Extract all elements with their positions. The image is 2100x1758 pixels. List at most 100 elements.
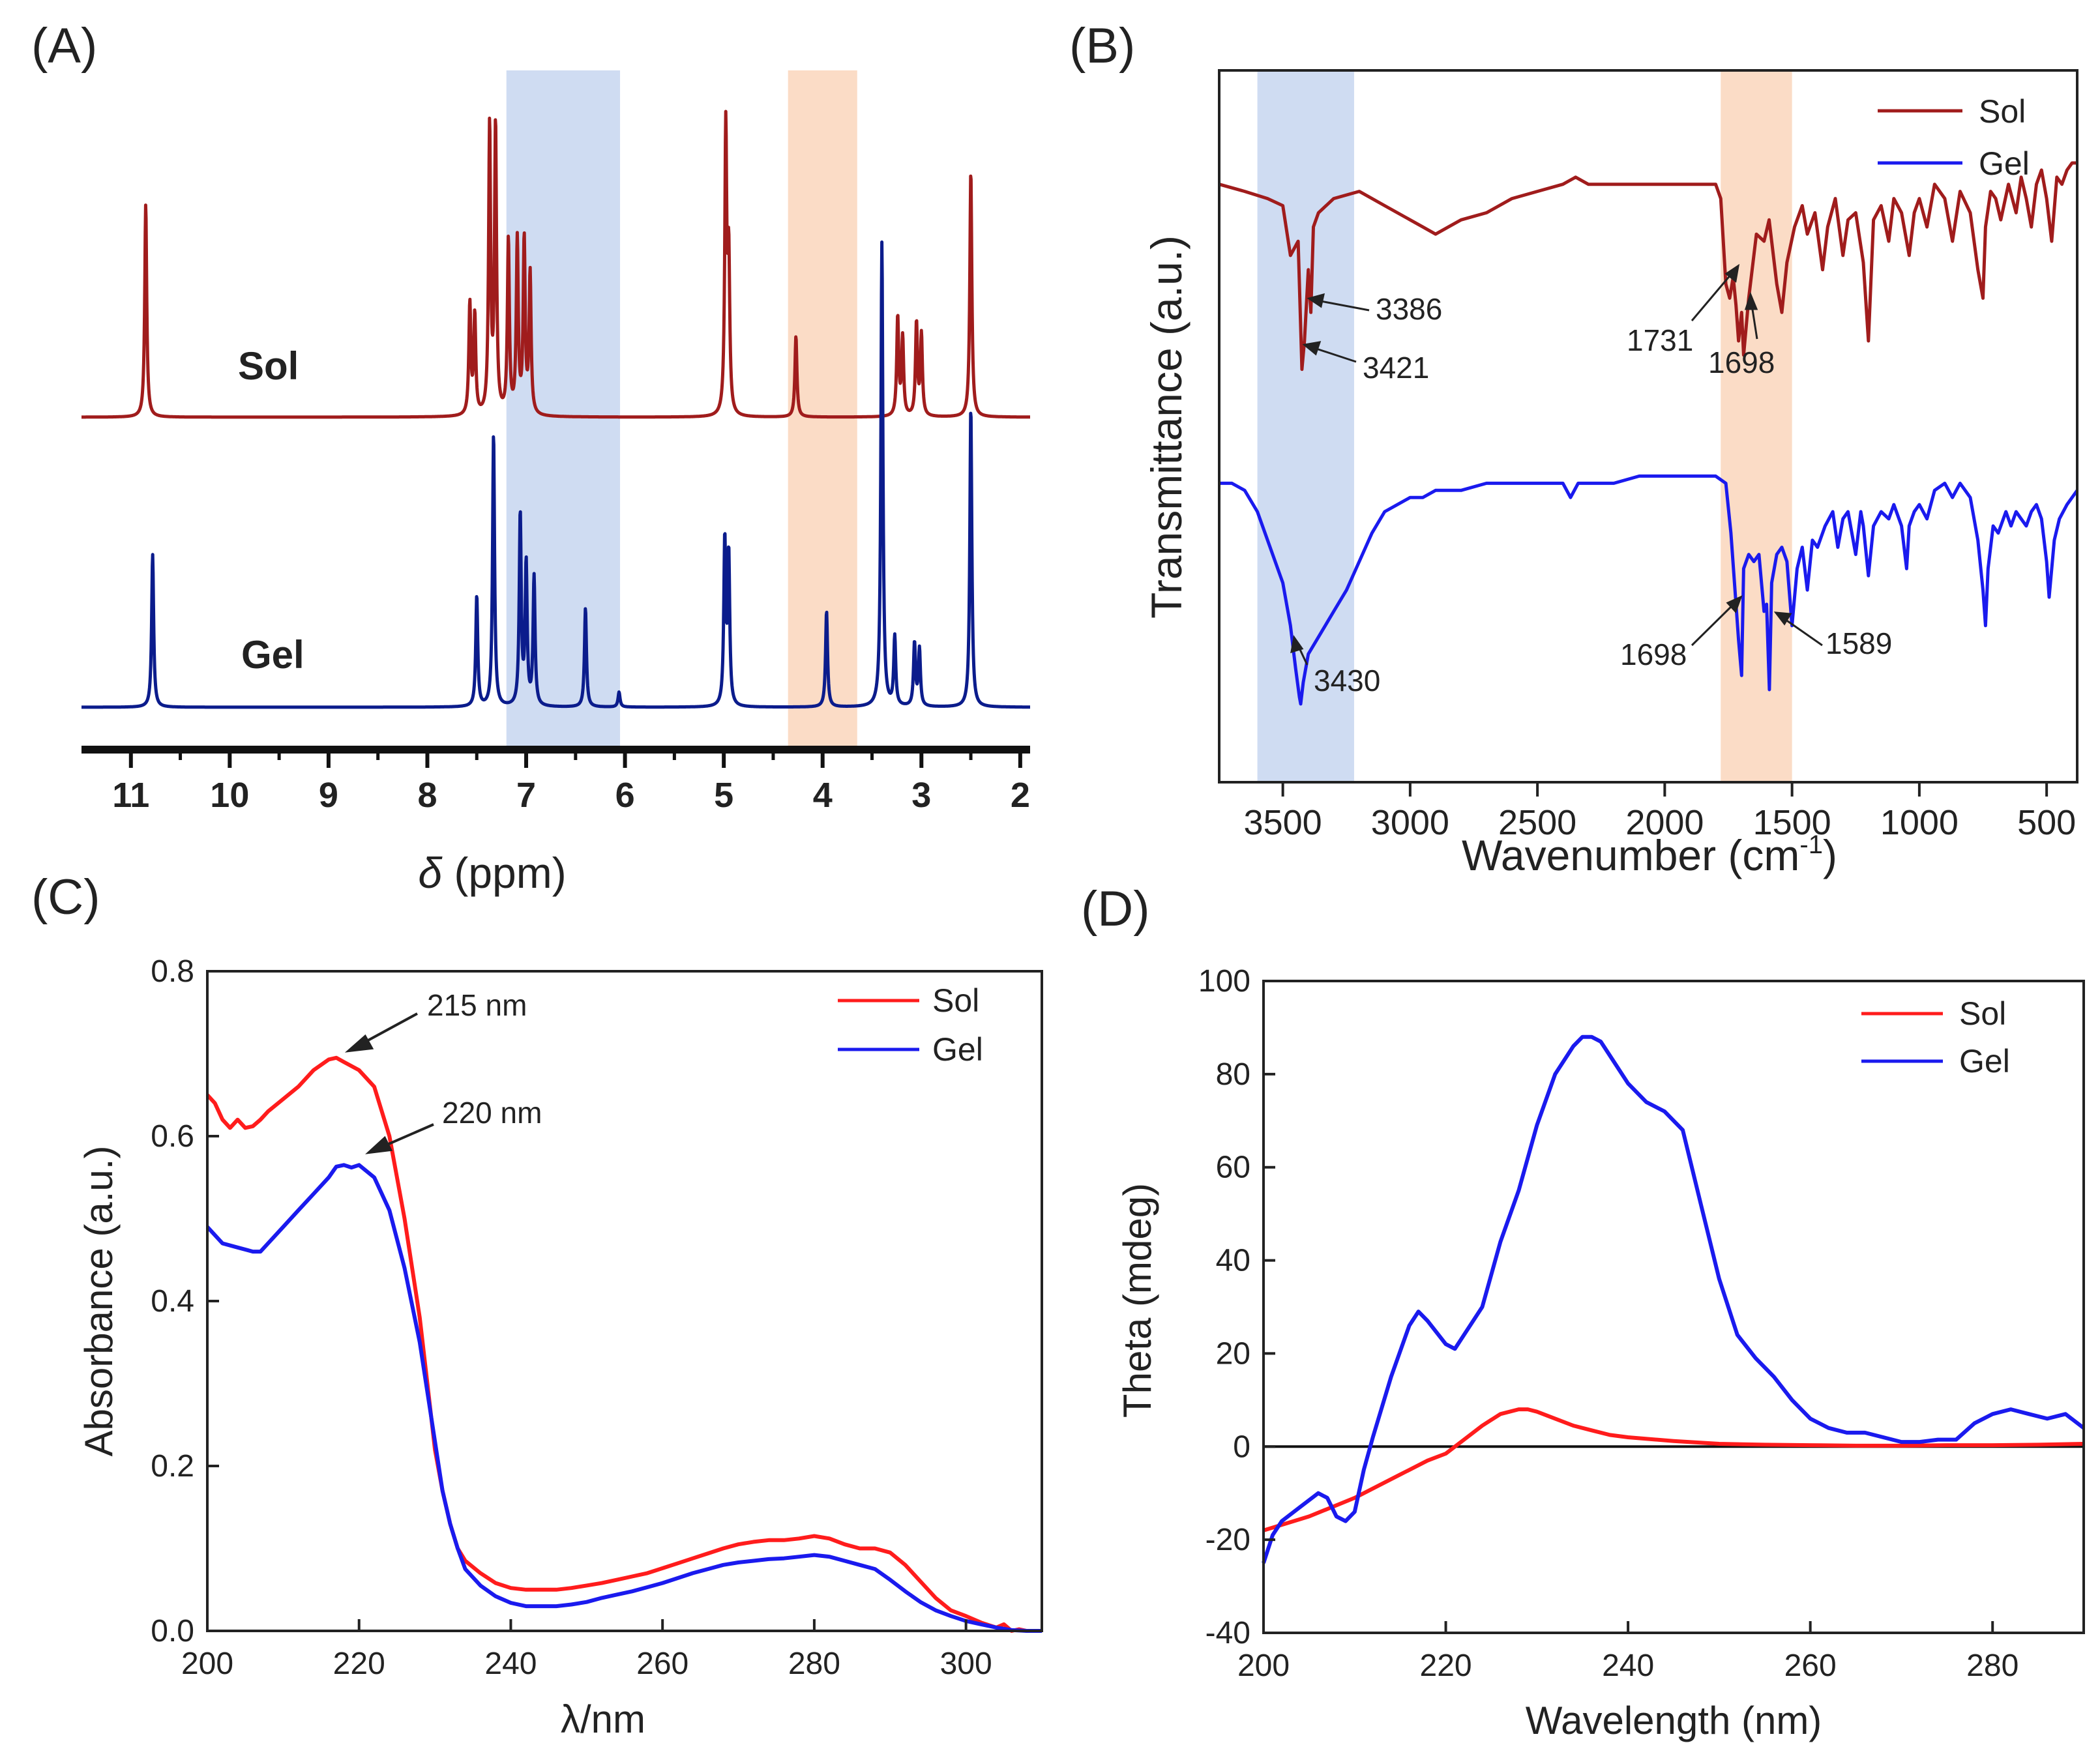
panel-b-x-axis: 3500 3000 2500 2000 1500 1000 500 bbox=[1244, 782, 2076, 842]
panel-c-x-tick-label: 200 bbox=[181, 1647, 233, 1681]
panel-c-y-tick-label: 0.2 bbox=[151, 1449, 194, 1484]
panel-b-annotation-3421: 3421 bbox=[1363, 351, 1429, 385]
panel-c-annotation-220nm: 220 nm bbox=[442, 1096, 542, 1130]
panel-b-series-sol bbox=[1219, 161, 2077, 372]
panel-a-x-tick-label: 10 bbox=[210, 776, 249, 815]
panel-d-label: (D) bbox=[1081, 881, 1150, 937]
panel-a-series bbox=[80, 110, 1031, 709]
panel-c-series-sol bbox=[205, 1055, 1042, 1633]
panel-b-highlight-bands bbox=[1257, 70, 1792, 782]
panel-b-x-tick-label: 1500 bbox=[1753, 803, 1831, 842]
panel-d-x-tick-label: 220 bbox=[1420, 1648, 1472, 1683]
panel-a-series-label-sol: Sol bbox=[238, 344, 299, 388]
panel-b-arrow-1698-gel bbox=[1691, 601, 1737, 647]
panel-d-y-tick-label: 100 bbox=[1198, 964, 1250, 999]
panel-b-label: (B) bbox=[1069, 18, 1135, 74]
panel-c-uv-vis: (C) 200 220 240 260 280 300 0.0 0.2 0.4 0.6 0.8 Ab… bbox=[31, 870, 1043, 1741]
panel-c-y-tick-label: 0.0 bbox=[151, 1614, 194, 1648]
panel-c-x-tick-label: 220 bbox=[333, 1647, 385, 1681]
panel-b-annotation-1589: 1589 bbox=[1826, 626, 1892, 660]
panel-d-x-tick-label: 280 bbox=[1966, 1648, 2019, 1683]
panel-b-y-label: Transmittance (a.u.) bbox=[1142, 235, 1190, 619]
panel-c-annotation-215nm: 215 nm bbox=[427, 988, 527, 1022]
panel-a-x-tick-label: 9 bbox=[319, 776, 338, 815]
panel-b-legend-sol: Sol bbox=[1979, 93, 2026, 130]
panel-b-annotations bbox=[1290, 263, 1823, 666]
panel-d-y-tick-label: 60 bbox=[1216, 1150, 1250, 1185]
panel-b-x-tick-label: 500 bbox=[2017, 803, 2076, 842]
panel-d-y-tick-label: 0 bbox=[1233, 1429, 1250, 1464]
panel-d-axes: 200 220 240 260 280 -40 -20 0 20 40 60 80 100 bbox=[1198, 964, 2019, 1683]
panel-c-legend: Sol Gel bbox=[838, 982, 983, 1068]
panel-d-x-tick-label: 240 bbox=[1602, 1648, 1654, 1683]
panel-a-x-tick-label: 4 bbox=[813, 776, 833, 815]
panel-d-series-sol bbox=[1263, 1407, 2084, 1532]
panel-c-annotations bbox=[344, 1012, 434, 1154]
panel-b-plot-frame bbox=[1218, 69, 2078, 784]
panel-b-series bbox=[1219, 161, 2079, 706]
panel-d-series bbox=[1262, 1034, 2085, 1564]
panel-d-x-label: Wavelength (nm) bbox=[1526, 1699, 1822, 1742]
panel-a-label: (A) bbox=[31, 18, 97, 74]
panel-d-y-tick-label: 20 bbox=[1216, 1336, 1250, 1371]
panel-d-x-tick-label: 200 bbox=[1237, 1648, 1290, 1683]
panel-b-annotation-3386: 3386 bbox=[1376, 292, 1442, 326]
panel-a-x-tick-label: 8 bbox=[417, 776, 437, 815]
panel-d-legend-gel: Gel bbox=[1959, 1043, 2010, 1079]
panel-b-x-tick-label: 2000 bbox=[1625, 803, 1704, 842]
panel-b-arrowhead-1698-gel bbox=[1726, 595, 1743, 613]
panel-d-y-tick-label: -40 bbox=[1205, 1616, 1250, 1650]
panel-c-series bbox=[205, 1055, 1042, 1633]
panel-a-highlight-bands bbox=[506, 70, 857, 750]
panel-a-x-tick-label: 11 bbox=[112, 776, 149, 815]
panel-d-plot-frame bbox=[1262, 980, 2085, 1634]
panel-a-x-tick-label: 2 bbox=[1011, 776, 1030, 815]
panel-c-arrowhead-220 bbox=[365, 1135, 393, 1154]
panel-a-series-sol bbox=[80, 110, 1031, 419]
panel-a-series-gel bbox=[80, 240, 1031, 709]
panel-b-arrowhead-1731 bbox=[1724, 263, 1740, 283]
panel-d-y-tick-label: 40 bbox=[1216, 1244, 1250, 1278]
panel-c-legend-gel: Gel bbox=[932, 1031, 983, 1068]
panel-b-x-label-end: ) bbox=[1823, 831, 1837, 879]
panel-b-legend: Sol Gel bbox=[1878, 93, 2030, 182]
panel-c-x-tick-label: 260 bbox=[636, 1647, 688, 1681]
panel-b-band-2 bbox=[1721, 70, 1792, 782]
panel-a-series-label-gel: Gel bbox=[241, 633, 304, 677]
panel-a-x-label-unit: (ppm) bbox=[442, 849, 567, 897]
panel-b-series-gel bbox=[1219, 474, 2079, 706]
panel-d-y-tick-label: -20 bbox=[1205, 1523, 1250, 1557]
panel-a-x-label-symbol: δ bbox=[418, 849, 443, 897]
panel-b-x-tick-label: 2500 bbox=[1498, 803, 1576, 842]
panel-a-x-axis: 11 10 9 8 7 6 5 4 3 2 bbox=[81, 746, 1030, 815]
panel-b-legend-gel: Gel bbox=[1979, 145, 2030, 182]
panel-b-arrowhead-3430 bbox=[1290, 635, 1304, 654]
panel-b-x-tick-label: 1000 bbox=[1880, 803, 1959, 842]
panel-a-x-tick-label: 7 bbox=[516, 776, 536, 815]
panel-b-x-label: Wavenumber (cm-1) bbox=[1462, 830, 1837, 879]
panel-b-arrowhead-3386 bbox=[1307, 293, 1325, 308]
panel-c-y-tick-label: 0.4 bbox=[151, 1284, 194, 1319]
panel-d-legend: Sol Gel bbox=[1861, 995, 2010, 1079]
panel-c-y-tick-label: 0.6 bbox=[151, 1119, 194, 1154]
panel-b-ftir: (B) 3500 3000 2500 2000 1500 1000 500 Transmit… bbox=[1069, 18, 2079, 879]
panel-c-label: (C) bbox=[31, 870, 100, 925]
panel-b-x-tick-label: 3000 bbox=[1371, 803, 1449, 842]
panel-b-arrowhead-1589 bbox=[1773, 611, 1792, 626]
panel-b-x-tick-label: 3500 bbox=[1244, 803, 1322, 842]
panel-c-arrowhead-215 bbox=[344, 1034, 374, 1053]
panel-a-x-tick-label: 5 bbox=[714, 776, 733, 815]
panel-d-y-label: Theta (mdeg) bbox=[1116, 1183, 1159, 1418]
panel-b-arrowhead-1698-sol bbox=[1744, 291, 1758, 310]
panel-c-plot-frame bbox=[206, 970, 1043, 1632]
panel-b-annotation-3430: 3430 bbox=[1314, 664, 1380, 697]
panel-c-x-tick-label: 240 bbox=[484, 1647, 537, 1681]
panel-c-x-tick-label: 280 bbox=[788, 1647, 840, 1681]
panel-b-arrow-1589 bbox=[1781, 615, 1823, 647]
panel-c-axes: 200 220 240 260 280 300 0.0 0.2 0.4 0.6 0.8 bbox=[151, 954, 992, 1681]
panel-d-x-tick-label: 260 bbox=[1784, 1648, 1837, 1683]
panel-d-y-tick-label: 80 bbox=[1216, 1057, 1250, 1092]
panel-c-series-gel bbox=[205, 1163, 1042, 1633]
panel-b-x-label-main: Wavenumber (cm bbox=[1462, 831, 1799, 879]
